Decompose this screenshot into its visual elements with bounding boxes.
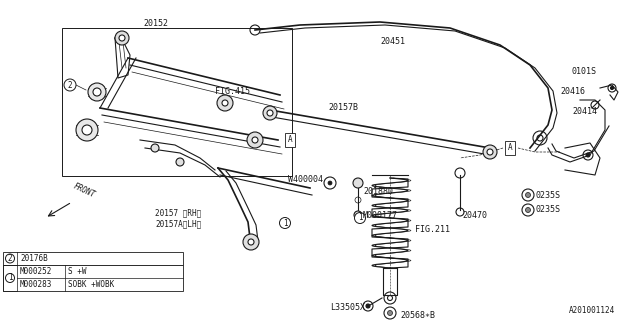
- Circle shape: [586, 153, 590, 157]
- Text: 0235S: 0235S: [536, 205, 561, 214]
- Circle shape: [248, 239, 254, 245]
- Text: 20451: 20451: [380, 37, 405, 46]
- Text: M000177: M000177: [363, 212, 398, 220]
- Circle shape: [243, 234, 259, 250]
- Circle shape: [611, 86, 614, 90]
- Text: A201001124: A201001124: [569, 306, 615, 315]
- Text: 20157 〈RH〉: 20157 〈RH〉: [155, 209, 201, 218]
- Text: 20568∗B: 20568∗B: [400, 310, 435, 319]
- Text: 20176B: 20176B: [20, 254, 48, 263]
- Text: 0101S: 0101S: [572, 68, 597, 76]
- Text: SOBK +WOBK: SOBK +WOBK: [68, 280, 115, 289]
- Circle shape: [263, 106, 277, 120]
- Circle shape: [525, 193, 531, 197]
- Circle shape: [483, 145, 497, 159]
- Circle shape: [267, 110, 273, 116]
- Circle shape: [354, 211, 362, 219]
- Text: S +W: S +W: [68, 267, 86, 276]
- Circle shape: [119, 35, 125, 41]
- Circle shape: [76, 119, 98, 141]
- Text: A: A: [288, 135, 292, 145]
- Circle shape: [6, 254, 15, 263]
- Circle shape: [6, 274, 15, 283]
- Circle shape: [151, 144, 159, 152]
- Circle shape: [280, 218, 291, 228]
- Text: 20157B: 20157B: [328, 103, 358, 113]
- Bar: [3, 252, 183, 265]
- Circle shape: [366, 304, 370, 308]
- Text: 1: 1: [283, 219, 287, 228]
- Circle shape: [88, 83, 106, 101]
- Circle shape: [355, 212, 365, 223]
- Circle shape: [93, 88, 101, 96]
- Bar: [3, 265, 17, 291]
- Circle shape: [487, 149, 493, 155]
- Circle shape: [115, 31, 129, 45]
- Circle shape: [222, 100, 228, 106]
- Bar: [3, 265, 183, 291]
- Text: 20188D: 20188D: [363, 188, 393, 196]
- Circle shape: [247, 132, 263, 148]
- Circle shape: [82, 125, 92, 135]
- Text: 2: 2: [8, 254, 12, 263]
- Text: 20470: 20470: [462, 211, 487, 220]
- Text: M000283: M000283: [20, 280, 52, 289]
- Text: A: A: [508, 143, 512, 153]
- Text: W400004: W400004: [288, 175, 323, 185]
- Circle shape: [353, 178, 363, 188]
- Text: 20152: 20152: [143, 20, 168, 28]
- Text: 20157A〈LH〉: 20157A〈LH〉: [155, 220, 201, 228]
- Circle shape: [252, 137, 258, 143]
- Text: 2: 2: [68, 81, 72, 90]
- Circle shape: [525, 207, 531, 212]
- Circle shape: [176, 158, 184, 166]
- Text: 20416: 20416: [560, 87, 585, 97]
- Circle shape: [387, 310, 392, 316]
- Text: FIG.415: FIG.415: [215, 87, 250, 97]
- Text: 1: 1: [8, 274, 12, 283]
- Circle shape: [328, 181, 332, 185]
- Circle shape: [217, 95, 233, 111]
- Text: M000252: M000252: [20, 267, 52, 276]
- Text: 0235S: 0235S: [536, 190, 561, 199]
- Circle shape: [64, 79, 76, 91]
- Text: FRONT: FRONT: [72, 182, 97, 200]
- Text: FIG.211: FIG.211: [415, 226, 450, 235]
- Text: 1: 1: [358, 213, 362, 222]
- Text: L33505X: L33505X: [330, 302, 365, 311]
- Text: 20414: 20414: [572, 108, 597, 116]
- Bar: [62, 28, 292, 176]
